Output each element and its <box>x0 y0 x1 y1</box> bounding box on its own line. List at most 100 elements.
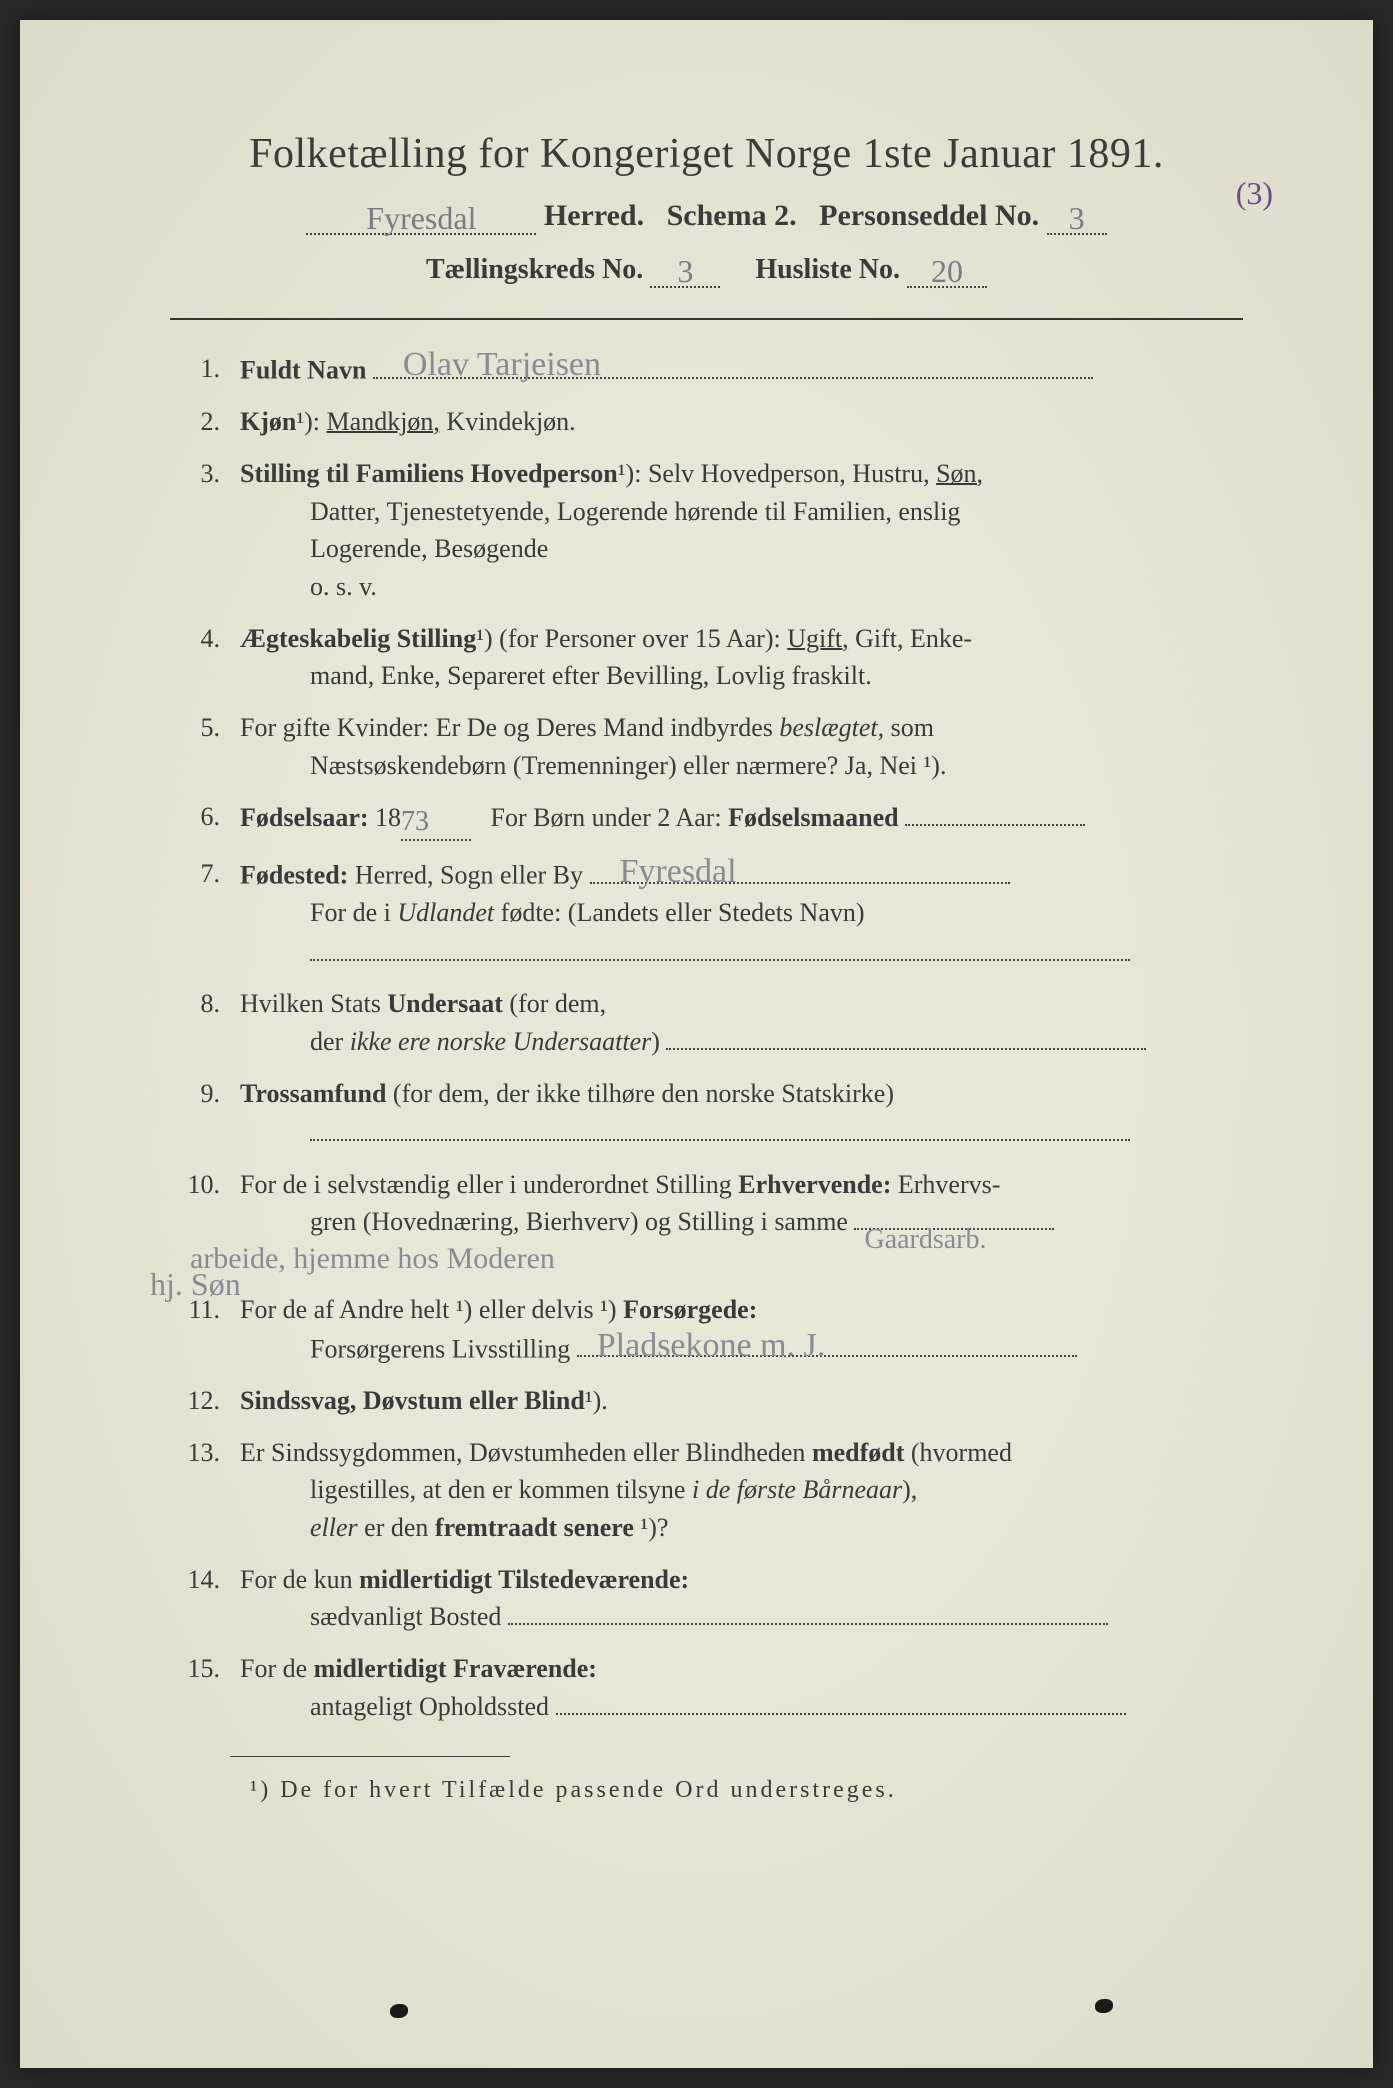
kreds-label: Tællingskreds No. <box>426 254 643 285</box>
italic: beslægtet, <box>779 713 884 742</box>
husliste-hw: 20 <box>931 253 963 290</box>
item-num: 8. <box>180 985 240 1060</box>
inkblot-icon <box>390 2004 408 2018</box>
note: ¹)? <box>640 1513 668 1542</box>
bold: Forsørgede: <box>623 1295 757 1324</box>
text2: For Børn under 2 Aar: <box>491 803 722 832</box>
t2: (for dem, <box>509 989 606 1018</box>
footnote-divider <box>230 1756 510 1757</box>
item-label: Trossamfund <box>240 1079 386 1108</box>
l2: antageligt Opholdssted <box>310 1692 549 1721</box>
item-label: Sindssvag, Døvstum eller Blind <box>240 1386 585 1415</box>
l2: ligestilles, at den er kommen tilsyne <box>310 1475 685 1504</box>
l2: Forsørgerens Livsstilling <box>310 1334 570 1363</box>
item-9: 9. Trossamfund (for dem, der ikke tilhør… <box>180 1075 1243 1152</box>
t: For de kun <box>240 1565 353 1594</box>
item-num: 12. <box>180 1382 240 1420</box>
l2: der <box>310 1027 343 1056</box>
l2: sædvanligt Bosted <box>310 1602 501 1631</box>
bold: Undersaat <box>387 989 503 1018</box>
item-num: 14. <box>180 1561 240 1636</box>
personseddel-hw: 3 <box>1069 200 1085 237</box>
bold: midlertidigt Fraværende: <box>314 1654 597 1683</box>
provider-hw: Pladsekone m. J. <box>597 1321 826 1370</box>
t1: Er Sindssygdommen, Døvstumheden eller Bl… <box>240 1438 805 1467</box>
italic: ikke ere norske Undersaatter <box>350 1027 652 1056</box>
label2: Fødselsmaaned <box>728 803 898 832</box>
item-num: 7. <box>180 855 240 971</box>
label: For gifte Kvinder: <box>240 713 429 742</box>
husliste-label: Husliste No. <box>755 254 900 285</box>
b1: medfødt <box>812 1438 904 1467</box>
note: ¹): <box>296 407 320 436</box>
text: Herred, Sogn eller By <box>355 861 583 890</box>
item-label: Fødselsaar: <box>240 803 369 832</box>
occ-hw3: hj. Søn <box>150 1261 241 1307</box>
item-7: 7. Fødested: Herred, Sogn eller By Fyres… <box>180 855 1243 971</box>
line2: Datter, Tjenestetyende, Logerende hørend… <box>240 493 1243 531</box>
item-num: 1. <box>180 350 240 389</box>
name-hw: Olav Tarjeisen <box>403 340 601 389</box>
item-label: Fødested: <box>240 861 348 890</box>
text1: Er De og Deres Mand indbyrdes <box>436 713 773 742</box>
item-12: 12. Sindssvag, Døvstum eller Blind¹). <box>180 1382 1243 1420</box>
item-num: 2. <box>180 403 240 441</box>
header-line-2: Fyresdal Herred. Schema 2. Personseddel … <box>170 196 1243 235</box>
line2: mand, Enke, Separeret efter Bevilling, L… <box>240 657 1243 695</box>
year-hw: 73 <box>401 802 429 843</box>
item-15: 15. For de midlertidigt Fraværende: anta… <box>180 1650 1243 1725</box>
item-11: 11. For de af Andre helt ¹) eller delvis… <box>180 1291 1243 1368</box>
t2: (hvormed <box>911 1438 1012 1467</box>
l3i: eller <box>310 1513 358 1542</box>
options-rest: Kvindekjøn. <box>446 407 575 436</box>
item-num: 6. <box>180 798 240 841</box>
kreds-hw: 3 <box>677 253 693 290</box>
item-num: 3. <box>180 455 240 606</box>
item-3: 3. Stilling til Familiens Hovedperson¹):… <box>180 455 1243 606</box>
item-num: 4. <box>180 620 240 695</box>
form-title: Folketælling for Kongeriget Norge 1ste J… <box>170 130 1243 178</box>
l2a: For de i <box>310 898 391 927</box>
text: (for dem, der ikke tilhøre den norske St… <box>393 1079 894 1108</box>
item-label: Kjøn <box>240 407 296 436</box>
item-8: 8. Hvilken Stats Undersaat (for dem, der… <box>180 985 1243 1060</box>
option-underlined: Søn, <box>936 459 983 488</box>
census-form-page: (3) Folketælling for Kongeriget Norge 1s… <box>20 20 1373 2068</box>
birthplace-hw: Fyresdal <box>620 847 737 896</box>
schema-label: Schema 2. <box>667 199 797 232</box>
line4: o. s. v. <box>240 568 1243 606</box>
l2: gren (Hovednæring, Bierhverv) og Stillin… <box>310 1207 848 1236</box>
item-5: 5. For gifte Kvinder: Er De og Deres Man… <box>180 709 1243 784</box>
item-13: 13. Er Sindssygdommen, Døvstumheden elle… <box>180 1434 1243 1547</box>
b2: fremtraadt senere <box>435 1513 634 1542</box>
text2: som <box>891 713 934 742</box>
t1: For de i selvstændig eller i underordnet… <box>240 1170 732 1199</box>
herred-label: Herred. <box>544 199 644 232</box>
item-num: 13. <box>180 1434 240 1547</box>
herred-handwritten: Fyresdal <box>366 200 476 237</box>
item-label: Fuldt Navn <box>240 356 366 385</box>
i: i de første Bårneaar <box>692 1475 902 1504</box>
l2i: Udlandet <box>397 898 494 927</box>
header-divider <box>170 318 1243 320</box>
line2: Næstsøskendebørn (Tremenninger) eller næ… <box>240 747 1243 785</box>
inkblot-icon <box>1095 1999 1113 2013</box>
opts: Selv Hovedperson, Hustru, <box>648 459 936 488</box>
personseddel-label: Personseddel No. <box>819 199 1039 232</box>
header-line-3: Tællingskreds No. 3 Husliste No. 20 <box>170 249 1243 288</box>
opts-rest: Gift, Enke- <box>855 624 972 653</box>
item-10: 10. For de i selvstændig eller i underor… <box>180 1166 1243 1277</box>
item-1: 1. Fuldt Navn Olav Tarjeisen <box>180 350 1243 389</box>
option-underlined: Mandkjøn, <box>327 407 440 436</box>
item-2: 2. Kjøn¹): Mandkjøn, Kvindekjøn. <box>180 403 1243 441</box>
l2b: fødte: (Landets eller Stedets Navn) <box>501 898 865 927</box>
t1: For de af Andre helt ¹) eller delvis ¹) <box>240 1295 617 1324</box>
note: ¹). <box>585 1386 608 1415</box>
bold: Erhvervende: <box>738 1170 891 1199</box>
item-num: 5. <box>180 709 240 784</box>
bold: midlertidigt Tilstedeværende: <box>359 1565 689 1594</box>
option-underlined: Ugift, <box>787 624 848 653</box>
item-14: 14. For de kun midlertidigt Tilstedevære… <box>180 1561 1243 1636</box>
footnote: ¹) De for hvert Tilfælde passende Ord un… <box>170 1777 1243 1804</box>
item-6: 6. Fødselsaar: 1873 For Børn under 2 Aar… <box>180 798 1243 841</box>
